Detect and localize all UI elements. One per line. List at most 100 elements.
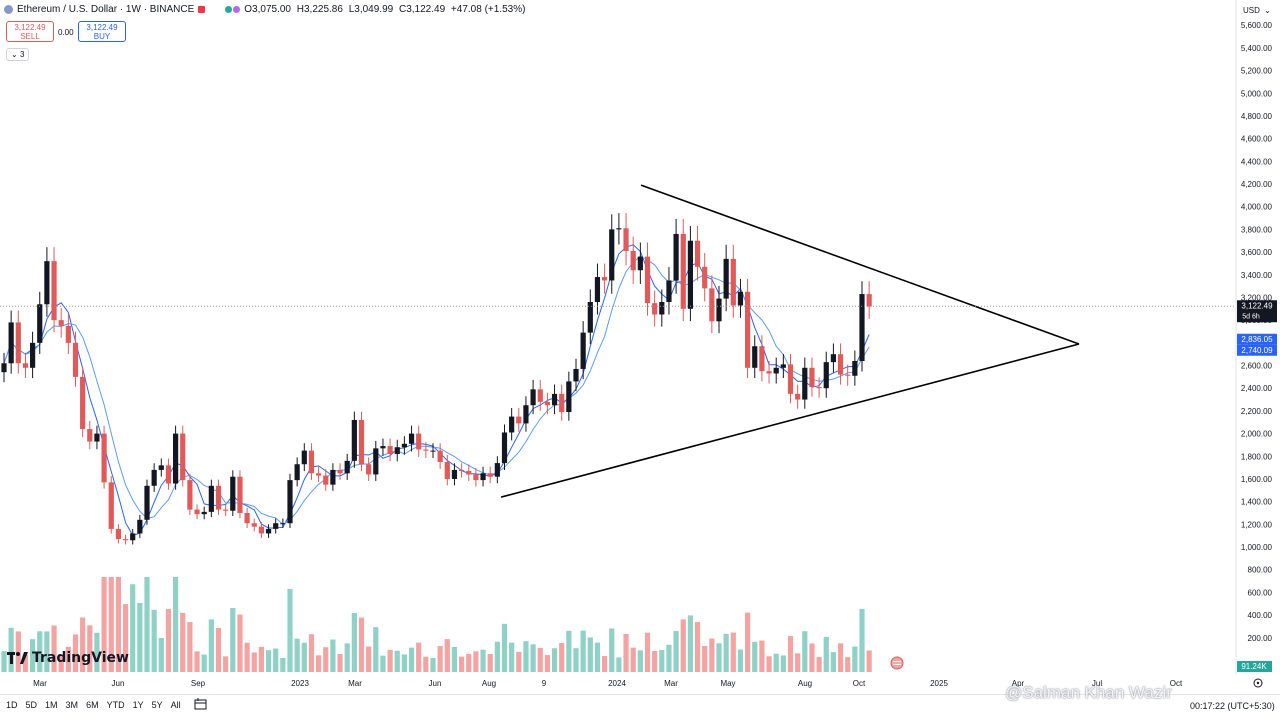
- candle-body: [387, 446, 393, 455]
- timeframe-3m[interactable]: 3M: [65, 700, 79, 710]
- date-range-icon[interactable]: [194, 698, 207, 710]
- volume-bar: [766, 656, 772, 672]
- volume-bar: [37, 631, 43, 672]
- x-tick-label: Mar: [664, 679, 678, 688]
- volume-bar: [530, 644, 536, 672]
- y-tick-label: 2,000.00: [1241, 430, 1273, 439]
- candle-body: [573, 368, 579, 382]
- volume-bar: [130, 584, 136, 672]
- candle-body: [251, 523, 257, 527]
- volume-bar: [22, 654, 29, 672]
- volume-bar: [666, 644, 672, 672]
- volume-bar: [44, 631, 50, 672]
- candle-body: [566, 381, 572, 413]
- volume-bar: [716, 643, 722, 672]
- y-tick-label: 3,200.00: [1241, 293, 1273, 302]
- volume-bar: [408, 647, 415, 672]
- data-source-icons: [225, 6, 241, 13]
- volume-bar: [201, 654, 207, 672]
- volume-bar: [673, 631, 679, 672]
- volume-bar: [1, 651, 7, 672]
- candle-body: [537, 389, 543, 402]
- settings-icon[interactable]: [1253, 678, 1263, 688]
- volume-bar: [837, 643, 844, 672]
- volume-bar: [587, 637, 593, 672]
- symbol-title[interactable]: Ethereum / U.S. Dollar · 1W · BINANCE: [17, 4, 195, 15]
- candle-body: [580, 332, 586, 369]
- candle-body: [444, 461, 450, 479]
- volume-bar: [280, 658, 286, 672]
- volume-bar: [51, 625, 57, 672]
- candle-body: [666, 280, 672, 302]
- x-tick-label: Sep: [191, 679, 206, 688]
- candle-body: [72, 342, 79, 377]
- timeframe-5d[interactable]: 5D: [25, 700, 38, 710]
- candle-body: [501, 432, 508, 464]
- sell-button[interactable]: 3,122.49 SELL: [6, 21, 54, 42]
- candle-body: [759, 346, 765, 372]
- volume-bar: [509, 642, 515, 672]
- volume-value-label: 91.24K: [1237, 661, 1272, 672]
- timeframe-6m[interactable]: 6M: [86, 700, 99, 710]
- timeframe-1y[interactable]: 1Y: [132, 700, 144, 710]
- x-tick-label: Aug: [482, 679, 496, 688]
- candle-body: [630, 250, 636, 271]
- y-axis-ticks: 200.00 400.00 600.00 800.00 1,000.00 1,200.00…: [1241, 21, 1273, 643]
- sell-price: 3,122.49: [14, 23, 46, 32]
- x-tick-label: 2024: [608, 679, 626, 688]
- candle-body: [852, 360, 858, 376]
- candles: [1, 213, 872, 545]
- candle-body: [480, 473, 486, 481]
- volume-bar: [137, 603, 143, 672]
- volume-bar: [115, 577, 121, 672]
- volume-bar: [244, 642, 250, 672]
- low-value: L3,049.99: [348, 4, 394, 15]
- volume-bar: [122, 604, 129, 672]
- volume-bar: [430, 658, 436, 672]
- timeframe-1m[interactable]: 1M: [45, 700, 58, 710]
- candle-body: [459, 469, 465, 472]
- y-tick-label: 800.00: [1248, 566, 1273, 575]
- volume-bar: [373, 627, 379, 672]
- timeframe-all[interactable]: All: [170, 700, 181, 710]
- timeframe-ytd[interactable]: YTD: [106, 700, 125, 710]
- clock-readout[interactable]: 00:17:22 (UTC+5:30): [1190, 701, 1275, 711]
- x-axis-ticks: Mar Jun Sep 2023 Mar Jun Aug 9 2024 Mar May Aug Oct 2…: [33, 679, 1183, 688]
- volume-bar: [394, 650, 400, 672]
- indicators-toggle[interactable]: ⌄ 3: [6, 48, 30, 61]
- candle-body: [845, 374, 851, 376]
- volume-bar: [809, 643, 815, 672]
- volume-bar: [845, 657, 851, 672]
- triangle-pattern[interactable]: [500, 184, 1080, 498]
- timeframe-1d[interactable]: 1D: [6, 700, 18, 710]
- volume-bar: [473, 651, 479, 672]
- y-tick-label: 5,600.00: [1241, 21, 1273, 30]
- volume-bar: [580, 630, 586, 672]
- candle-body: [687, 240, 693, 309]
- volume-bar: [323, 647, 329, 672]
- candle-body: [173, 433, 179, 484]
- ma-fast-value: 2,836.05: [1241, 335, 1273, 344]
- volume-bar: [208, 619, 214, 672]
- volume-bar: [830, 652, 836, 672]
- candle-body: [408, 433, 415, 444]
- timeframe-5y[interactable]: 5Y: [151, 700, 163, 710]
- y-tick-label: 4,600.00: [1241, 135, 1273, 144]
- events-flag-icon[interactable]: [890, 656, 904, 670]
- price-chart[interactable]: 200.00 400.00 600.00 800.00 1,000.00 1,200.00…: [0, 0, 1280, 695]
- y-tick-label: 3,600.00: [1241, 248, 1273, 257]
- volume-bar: [551, 648, 558, 672]
- volume-bar: [337, 654, 343, 672]
- candle-body: [366, 464, 372, 475]
- candle-body: [652, 303, 658, 315]
- volume-bar: [301, 642, 307, 672]
- buy-button[interactable]: 3,122.49 BUY: [78, 21, 126, 42]
- candle-body: [137, 519, 143, 534]
- y-tick-label: 200.00: [1248, 634, 1273, 643]
- candle-body: [523, 405, 529, 424]
- volume-bar: [72, 634, 79, 672]
- currency-selector[interactable]: USD ⌄: [1243, 6, 1273, 15]
- y-tick-label: 4,000.00: [1241, 203, 1273, 212]
- x-tick-label: Jun: [429, 679, 442, 688]
- x-tick-label: Oct: [1170, 679, 1183, 688]
